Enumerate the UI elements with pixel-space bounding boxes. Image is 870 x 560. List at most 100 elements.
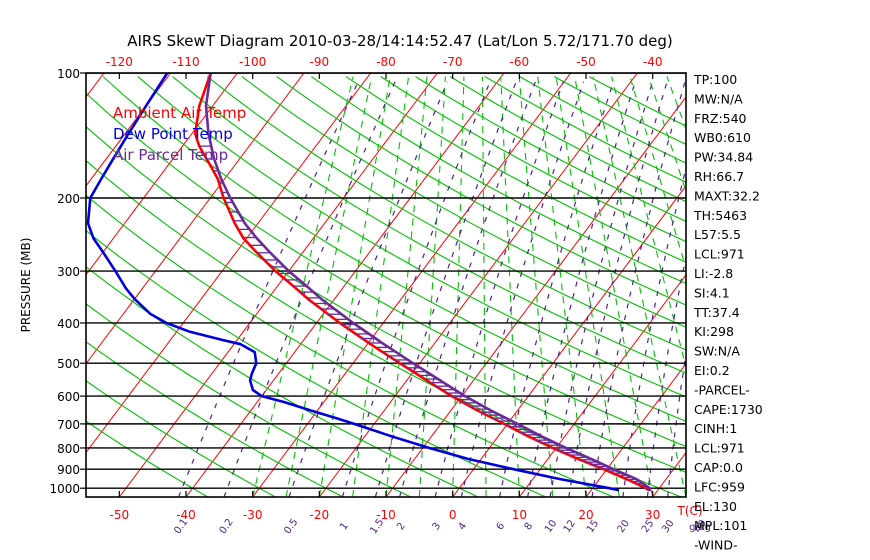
panel-parcel-lfc: LFC:959 bbox=[694, 479, 745, 494]
mixing-ratio-line bbox=[527, 81, 636, 497]
isotherm-line bbox=[786, 73, 870, 497]
top-axis-tick-label: -100 bbox=[239, 55, 266, 69]
series-dewpoint-curve bbox=[86, 73, 620, 492]
mixing-ratio-line bbox=[646, 253, 686, 497]
panel-item-th: TH:5463 bbox=[693, 208, 747, 223]
mixing-ratio-tick-label: 6 bbox=[495, 521, 508, 533]
panel-item-li: LI:-2.8 bbox=[694, 266, 733, 281]
legend-label-0: Ambient Air Temp bbox=[113, 104, 246, 122]
mixing-ratio-tick-label: 2 bbox=[395, 521, 408, 533]
dry-adiabat-line bbox=[86, 303, 411, 497]
panel-parcel-header: -PARCEL- bbox=[694, 382, 750, 397]
top-axis-tick-label: -50 bbox=[576, 55, 596, 69]
moist-adiabat-line bbox=[252, 76, 354, 497]
mixing-ratio-tick-label: 4 bbox=[457, 521, 470, 533]
bottom-axis-tick-label: -20 bbox=[310, 508, 330, 522]
mixing-ratio-tick-label: 0.2 bbox=[218, 517, 236, 536]
panel-item-rh: RH:66.7 bbox=[694, 169, 744, 184]
top-axis-tick-label: -80 bbox=[376, 55, 396, 69]
temperature-axis-title: T(C) bbox=[676, 504, 702, 518]
mixing-ratio-line bbox=[460, 81, 585, 497]
mixing-ratio-line bbox=[399, 81, 536, 497]
plot-area bbox=[86, 73, 870, 497]
bottom-axis-tick-label: -40 bbox=[176, 508, 196, 522]
dry-adiabat-line bbox=[276, 76, 686, 306]
mixing-ratio-tick-label: 30 bbox=[660, 518, 676, 535]
pressure-tick-label: 1000 bbox=[49, 482, 80, 496]
isotherm-line bbox=[318, 73, 638, 497]
pressure-axis-title: PRESSURE (MB) bbox=[19, 238, 33, 333]
isotherm-line bbox=[86, 73, 372, 454]
mixing-ratio-line bbox=[288, 81, 448, 497]
dry-adiabat-line bbox=[345, 76, 686, 263]
bottom-axis-tick-label: 0 bbox=[449, 508, 457, 522]
dry-adiabat-line bbox=[86, 341, 344, 497]
moist-adiabat-line bbox=[537, 76, 587, 497]
mixing-ratio-tick-label: 0.5 bbox=[282, 517, 300, 536]
bottom-axis-tick-label: -30 bbox=[243, 508, 263, 522]
isotherm-line bbox=[118, 73, 438, 497]
top-axis-tick-label: -40 bbox=[643, 55, 663, 69]
mixing-ratio-tick-label: 3 bbox=[431, 521, 444, 533]
isotherm-line bbox=[518, 273, 686, 497]
dry-adiabat-line bbox=[310, 76, 686, 285]
mixing-ratio-tick-label: 20 bbox=[616, 518, 632, 535]
cape-hatch-group bbox=[199, 145, 650, 491]
pressure-tick-label: 500 bbox=[57, 357, 80, 371]
mixing-ratio-tick-label: 1 bbox=[338, 521, 351, 533]
dry-adiabat-line bbox=[86, 420, 209, 497]
panel-item-frz: FRZ:540 bbox=[694, 111, 747, 126]
mixing-ratio-tick-label: 12 bbox=[562, 518, 578, 535]
dry-adiabat-line bbox=[241, 76, 686, 328]
dry-adiabat-line bbox=[86, 229, 547, 497]
pressure-tick-label: 400 bbox=[57, 317, 80, 331]
moist-adiabat-line bbox=[629, 76, 686, 271]
dry-adiabat-line bbox=[86, 266, 479, 497]
dry-adiabat-line bbox=[86, 92, 686, 448]
panel-wind-line: NOT bbox=[694, 557, 721, 560]
bottom-axis-tick-label: 10 bbox=[512, 508, 527, 522]
chart-title: AIRS SkewT Diagram 2010-03-28/14:14:52.4… bbox=[127, 32, 673, 50]
bottom-axis-tick-label: 20 bbox=[578, 508, 593, 522]
panel-item-pw: PW:34.84 bbox=[694, 150, 753, 165]
isotherm-line bbox=[853, 73, 870, 497]
mixing-ratio-line bbox=[568, 81, 668, 497]
panel-item-si: SI:4.1 bbox=[694, 285, 730, 300]
pressure-tick-label: 900 bbox=[57, 463, 80, 477]
moist-adiabat-line bbox=[500, 76, 520, 497]
moist-adiabat-line bbox=[318, 76, 391, 497]
mixing-ratio-line bbox=[591, 81, 686, 497]
dry-adiabat-line bbox=[86, 194, 614, 497]
panel-parcel-cinh: CINH:1 bbox=[694, 421, 737, 436]
isotherm-line bbox=[585, 362, 686, 497]
mixing-ratio-line bbox=[434, 81, 564, 497]
bottom-axis-tick-label: -50 bbox=[110, 508, 130, 522]
moist-adiabat-line bbox=[555, 76, 620, 497]
pressure-tick-label: 300 bbox=[57, 265, 80, 279]
legend-label-2: Air Parcel Temp bbox=[113, 146, 228, 164]
dry-adiabat-line bbox=[137, 76, 686, 398]
top-axis-tick-label: -70 bbox=[443, 55, 463, 69]
panel-item-mw: MW:N/A bbox=[694, 91, 743, 106]
dry-adiabat-line bbox=[86, 380, 276, 497]
dry-adiabat-line bbox=[86, 125, 686, 473]
legend-label-1: Dew Point Temp bbox=[113, 125, 233, 143]
mixing-ratio-line bbox=[498, 81, 615, 497]
bottom-axis-tick-label: 30 bbox=[645, 508, 660, 522]
isotherm-line bbox=[252, 73, 572, 497]
panel-parcel-cape: CAPE:1730 bbox=[694, 402, 763, 417]
top-axis-tick-label: -110 bbox=[172, 55, 199, 69]
isotherm-line bbox=[86, 73, 305, 365]
panel-parcel-el: EL:130 bbox=[694, 499, 737, 514]
moist-adiabat-line bbox=[481, 76, 487, 497]
moist-adiabat-line bbox=[574, 76, 654, 497]
dry-adiabat-line bbox=[86, 159, 682, 497]
pressure-tick-label: 600 bbox=[57, 390, 80, 404]
panel-item-lcl: LCL:971 bbox=[694, 247, 745, 262]
bottom-axis-tick-label: -10 bbox=[376, 508, 396, 522]
panel-item-ki: KI:298 bbox=[694, 324, 734, 339]
pressure-tick-label: 100 bbox=[57, 67, 80, 81]
pressure-tick-label: 200 bbox=[57, 192, 80, 206]
panel-parcel-lcl: LCL:971 bbox=[694, 441, 745, 456]
